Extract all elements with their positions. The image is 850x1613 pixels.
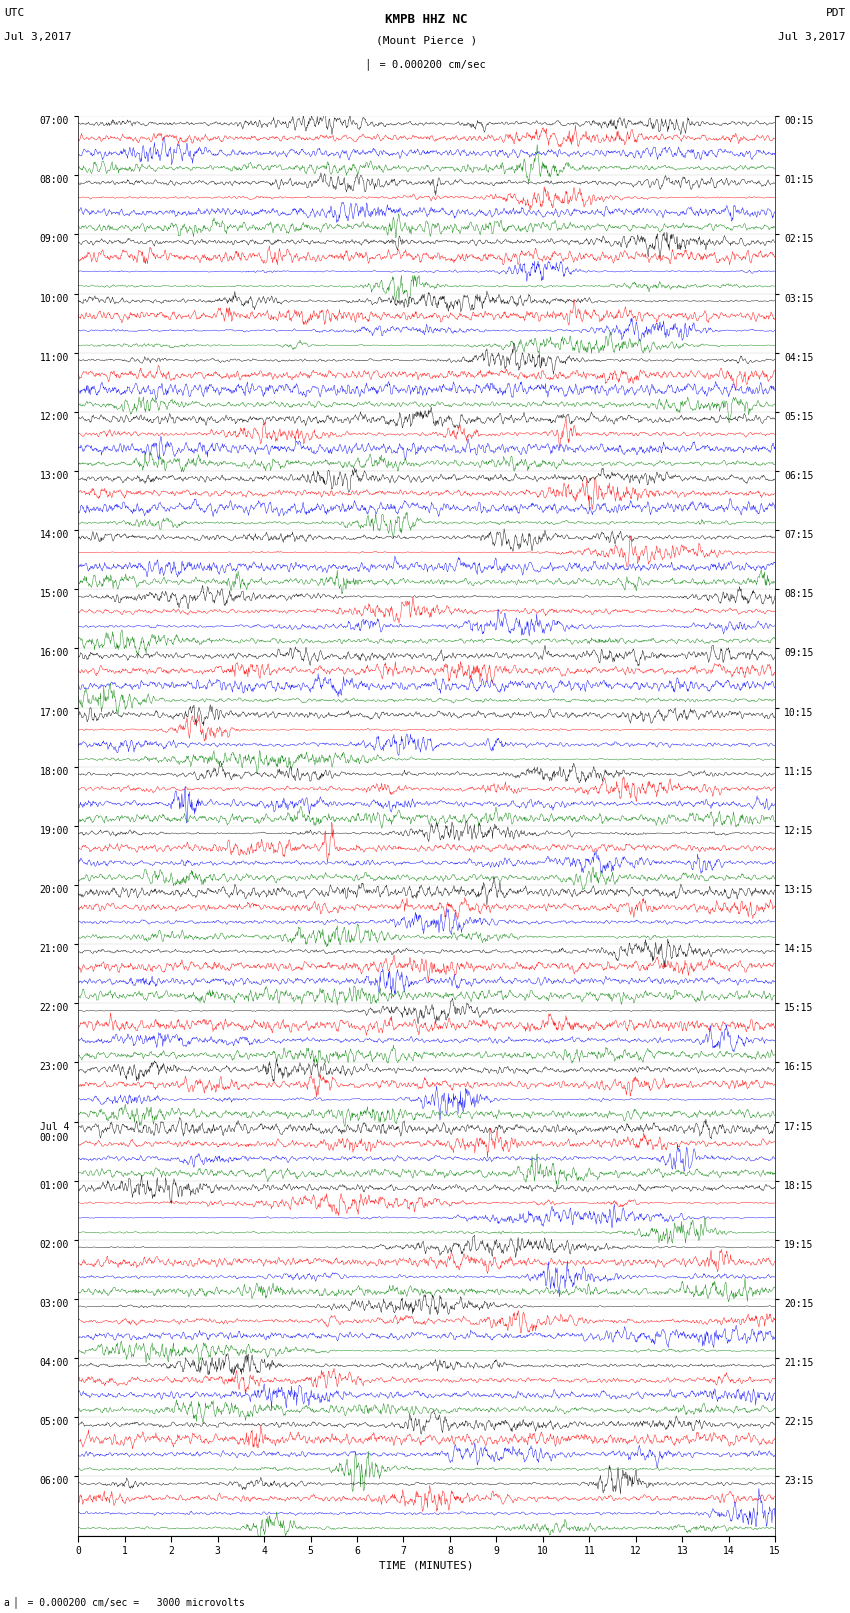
Text: a ▏ = 0.000200 cm/sec =   3000 microvolts: a ▏ = 0.000200 cm/sec = 3000 microvolts: [4, 1597, 245, 1608]
X-axis label: TIME (MINUTES): TIME (MINUTES): [379, 1560, 474, 1569]
Text: Jul 3,2017: Jul 3,2017: [4, 32, 71, 42]
Text: Jul 3,2017: Jul 3,2017: [779, 32, 846, 42]
Text: UTC: UTC: [4, 8, 25, 18]
Text: (Mount Pierce ): (Mount Pierce ): [376, 35, 478, 45]
Text: PDT: PDT: [825, 8, 846, 18]
Text: ▏ = 0.000200 cm/sec: ▏ = 0.000200 cm/sec: [367, 58, 486, 69]
Text: KMPB HHZ NC: KMPB HHZ NC: [385, 13, 468, 26]
